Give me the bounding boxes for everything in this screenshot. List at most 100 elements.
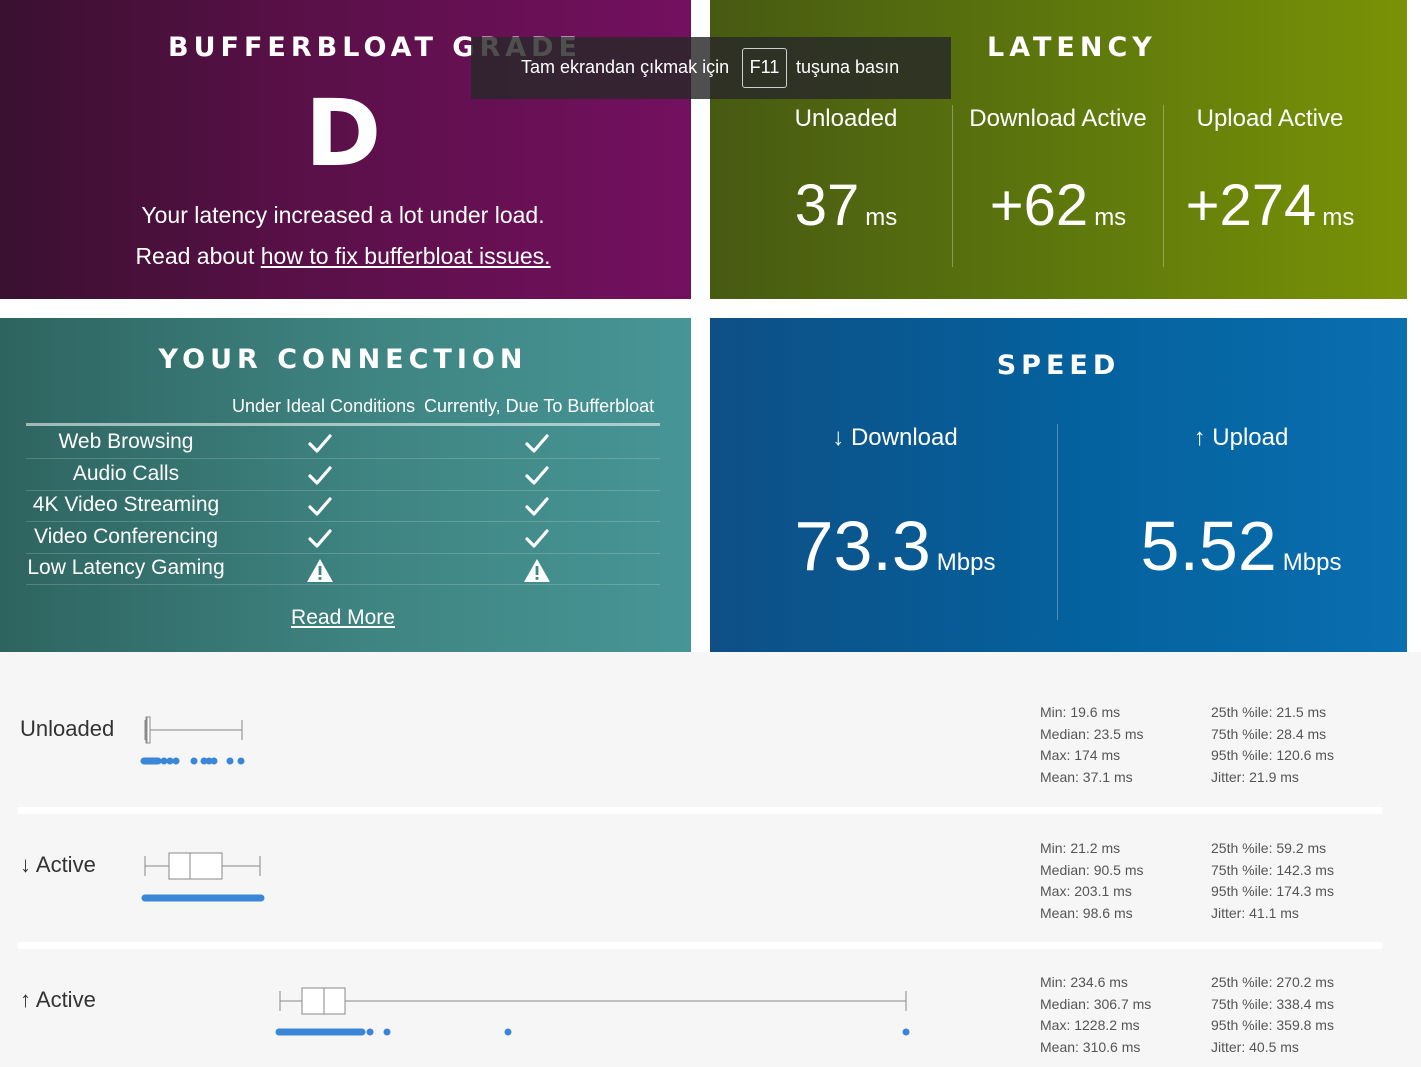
- stat-mean: Mean: 98.6 ms: [1040, 904, 1133, 921]
- upload-value: 5.52: [1140, 507, 1277, 585]
- latency-upload-value: +274: [1185, 173, 1317, 238]
- download-unit: Mbps: [936, 549, 996, 576]
- stat-p25: 25th %ile: 59.2 ms: [1211, 840, 1327, 856]
- stat-p75: 75th %ile: 142.3 ms: [1211, 861, 1334, 878]
- stat-median: Median: 90.5 ms: [1040, 861, 1144, 878]
- speed-divider: [1057, 424, 1058, 620]
- boxplot-unloaded: [140, 716, 245, 765]
- latency-download-label: Download Active: [969, 105, 1147, 132]
- latency-divider: [1163, 105, 1164, 267]
- stat-max: Max: 174 ms: [1040, 747, 1121, 763]
- sample-dot: [226, 757, 234, 765]
- latency-upload-label: Upload Active: [1196, 105, 1344, 132]
- latency-unloaded-unit: ms: [865, 204, 898, 231]
- grade-description: Your latency increased a lot under load.: [141, 202, 545, 228]
- check-icon: [306, 527, 334, 551]
- fullscreen-exit-toast: Tam ekrandan çıkmak için F11 tuşuna bası…: [471, 37, 951, 99]
- speed-upload: ↑ Upload 5.52 Mbps: [1091, 422, 1391, 585]
- upload-label: ↑ Upload: [1193, 424, 1289, 451]
- latency-upload-unit: ms: [1322, 204, 1355, 231]
- boxplot-upload-active: [275, 987, 910, 1036]
- connection-title: YOUR CONNECTION: [158, 344, 528, 375]
- latency-title: LATENCY: [987, 32, 1157, 63]
- stat-mean: Mean: 310.6 ms: [1040, 1038, 1141, 1055]
- column-header-current: Currently, Due To Bufferbloat: [424, 396, 655, 416]
- stat-max: Max: 203.1 ms: [1040, 883, 1132, 899]
- sample-dot: [166, 757, 174, 765]
- stat-min: Min: 234.6 ms: [1040, 974, 1128, 990]
- connection-row-label: Audio Calls: [72, 461, 180, 485]
- read-more-link[interactable]: Read More: [291, 606, 395, 629]
- stats-row-download-active: ↓ Active Min: 21.2 ms Median: 90.5 ms Ma…: [18, 814, 1382, 949]
- latency-download-value: +62: [989, 173, 1089, 238]
- sample-dot: [366, 1028, 374, 1036]
- upload-unit: Mbps: [1282, 549, 1342, 576]
- row-separator: [18, 942, 1382, 949]
- stat-median: Median: 306.7 ms: [1040, 995, 1152, 1012]
- check-icon: [523, 464, 551, 488]
- warning-icon: [306, 558, 334, 582]
- boxplot-box: [168, 852, 223, 880]
- download-label: ↓ Download: [832, 424, 958, 451]
- sample-dot: [172, 757, 180, 765]
- speed-panel: SPEED ↓ Download 73.3 Mbps ↑ Upload 5.52 M…: [710, 318, 1407, 652]
- connection-row-label: Video Conferencing: [33, 524, 219, 548]
- latency-distribution-section: Unloaded Min: 19.6 ms Median: 23.5 ms Ma…: [0, 652, 1421, 1067]
- column-header-ideal: Under Ideal Conditions: [232, 396, 416, 416]
- stat-min: Min: 19.6 ms: [1040, 704, 1121, 720]
- stat-p95: 95th %ile: 120.6 ms: [1211, 747, 1334, 763]
- latency-unloaded-value: 37: [794, 173, 860, 238]
- connection-row: Web Browsing: [26, 428, 660, 459]
- stat-jitter: Jitter: 21.9 ms: [1211, 768, 1299, 785]
- connection-row-label: 4K Video Streaming: [32, 493, 220, 516]
- check-icon: [306, 464, 334, 488]
- stat-min: Min: 21.2 ms: [1040, 840, 1121, 856]
- sample-dot: [200, 757, 208, 765]
- connection-row: Low Latency Gaming: [26, 554, 660, 585]
- connection-row: Video Conferencing: [26, 523, 660, 554]
- sample-dot: [160, 757, 168, 765]
- stats-row-unloaded: Unloaded Min: 19.6 ms Median: 23.5 ms Ma…: [18, 672, 1382, 807]
- row-label-download-active: ↓ Active: [20, 852, 96, 877]
- stats-right-download-active: 25th %ile: 59.2 ms 75th %ile: 142.3 ms 9…: [1211, 838, 1334, 924]
- stats-left-unloaded: Min: 19.6 ms Median: 23.5 ms Max: 174 ms…: [1040, 702, 1144, 788]
- sample-dot: [205, 757, 213, 765]
- toast-text-before: Tam ekrandan çıkmak için: [521, 57, 730, 77]
- connection-row: Audio Calls: [26, 460, 660, 491]
- stats-right-upload-active: 25th %ile: 270.2 ms 75th %ile: 338.4 ms …: [1211, 972, 1334, 1058]
- speed-download: ↓ Download 73.3 Mbps: [745, 422, 1045, 585]
- latency-unloaded-label: Unloaded: [794, 105, 898, 132]
- sample-dot: [383, 1028, 391, 1036]
- sample-dot: [237, 757, 245, 765]
- stat-p95: 95th %ile: 174.3 ms: [1211, 883, 1334, 899]
- stat-p95: 95th %ile: 359.8 ms: [1211, 1017, 1334, 1033]
- speed-title: SPEED: [996, 350, 1121, 381]
- check-icon: [523, 527, 551, 551]
- sample-dot: [210, 757, 218, 765]
- boxplot-box: [145, 716, 151, 744]
- fix-bufferbloat-link[interactable]: how to fix bufferbloat issues.: [260, 243, 551, 269]
- read-more-line: Read More: [0, 606, 686, 630]
- latency-divider: [952, 105, 953, 267]
- check-icon: [306, 432, 334, 456]
- toast-key-f11: F11: [742, 48, 787, 88]
- stat-jitter: Jitter: 41.1 ms: [1211, 904, 1299, 921]
- latency-unloaded: Unloaded 37 ms: [740, 103, 952, 267]
- stats-right-unloaded: 25th %ile: 21.5 ms 75th %ile: 28.4 ms 95…: [1211, 702, 1334, 788]
- sample-dot: [504, 1028, 512, 1036]
- stat-p75: 75th %ile: 338.4 ms: [1211, 995, 1334, 1012]
- stat-p25: 25th %ile: 270.2 ms: [1211, 974, 1334, 990]
- row-label-upload-active: ↑ Active: [20, 987, 96, 1012]
- download-value: 73.3: [794, 507, 931, 585]
- toast-text-after: tuşuna basın: [796, 57, 900, 77]
- sample-dot: [902, 1028, 910, 1036]
- stat-mean: Mean: 37.1 ms: [1040, 768, 1133, 785]
- connection-row-label: Low Latency Gaming: [27, 556, 225, 579]
- boxplot-download-active: [141, 852, 265, 902]
- latency-download-unit: ms: [1094, 204, 1127, 231]
- connection-row-label: Web Browsing: [58, 430, 194, 453]
- stats-row-upload-active: ↑ Active Min: 234.6 ms Median: 306.7 ms …: [18, 949, 1382, 1067]
- grade-read-line: Read about how to fix bufferbloat issues…: [0, 241, 686, 271]
- header-divider: [26, 423, 660, 426]
- stat-jitter: Jitter: 40.5 ms: [1211, 1038, 1299, 1055]
